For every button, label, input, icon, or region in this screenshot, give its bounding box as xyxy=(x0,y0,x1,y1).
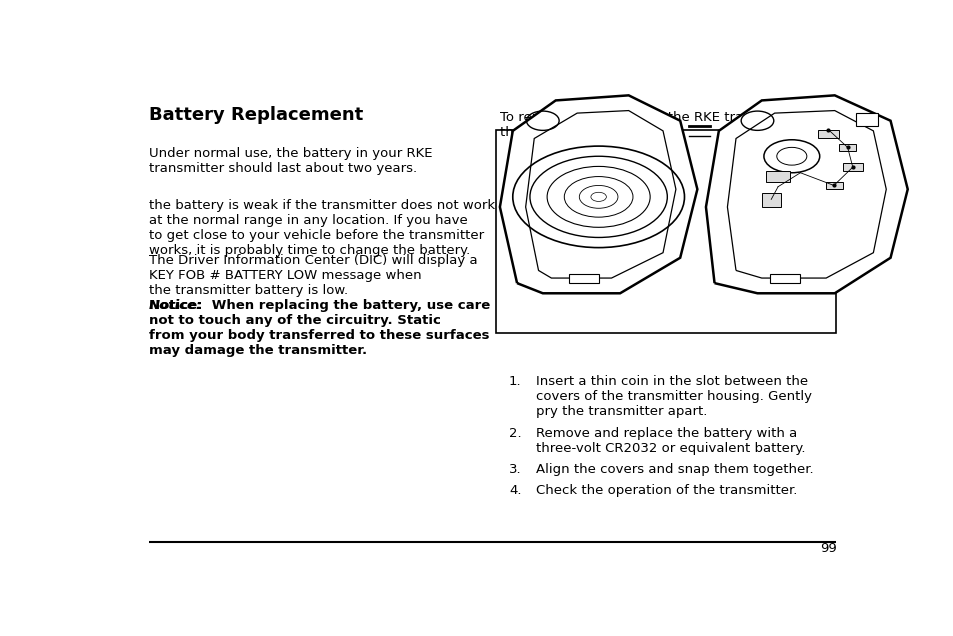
Bar xyxy=(761,193,781,207)
Text: 2.: 2. xyxy=(508,427,521,441)
Text: 1.: 1. xyxy=(508,375,521,388)
Bar xyxy=(765,172,789,182)
PathPatch shape xyxy=(705,95,907,293)
PathPatch shape xyxy=(499,95,697,293)
Bar xyxy=(496,130,836,333)
Text: Check the operation of the transmitter.: Check the operation of the transmitter. xyxy=(535,484,796,497)
PathPatch shape xyxy=(525,111,675,278)
Text: Notice:: Notice: xyxy=(149,299,202,312)
Text: 99: 99 xyxy=(819,543,836,555)
Bar xyxy=(856,113,877,126)
Text: 4.: 4. xyxy=(508,484,521,497)
PathPatch shape xyxy=(726,111,885,278)
Bar xyxy=(770,274,800,283)
Text: Notice:  When replacing the battery, use care
not to touch any of the circuitry.: Notice: When replacing the battery, use … xyxy=(149,299,490,357)
Bar xyxy=(839,144,856,151)
Text: Remove and replace the battery with a
three-volt CR2032 or equivalent battery.: Remove and replace the battery with a th… xyxy=(535,427,804,455)
Text: 3.: 3. xyxy=(508,463,521,476)
Text: Align the covers and snap them together.: Align the covers and snap them together. xyxy=(535,463,812,476)
Text: To replace the battery in the RKE transmitter do
the following:: To replace the battery in the RKE transm… xyxy=(499,111,820,139)
Text: Insert a thin coin in the slot between the
covers of the transmitter housing. Ge: Insert a thin coin in the slot between t… xyxy=(535,375,811,418)
Text: Battery Replacement: Battery Replacement xyxy=(149,106,363,124)
Bar xyxy=(825,182,842,190)
Bar xyxy=(817,130,839,139)
Text: The Driver Information Center (DIC) will display a
KEY FOB # BATTERY LOW message: The Driver Information Center (DIC) will… xyxy=(149,254,476,296)
Text: the battery is weak if the transmitter does not work
at the normal range in any : the battery is weak if the transmitter d… xyxy=(149,198,495,257)
Bar xyxy=(568,274,598,283)
Text: Under normal use, the battery in your RKE
transmitter should last about two year: Under normal use, the battery in your RK… xyxy=(149,148,432,176)
Bar xyxy=(842,163,862,172)
